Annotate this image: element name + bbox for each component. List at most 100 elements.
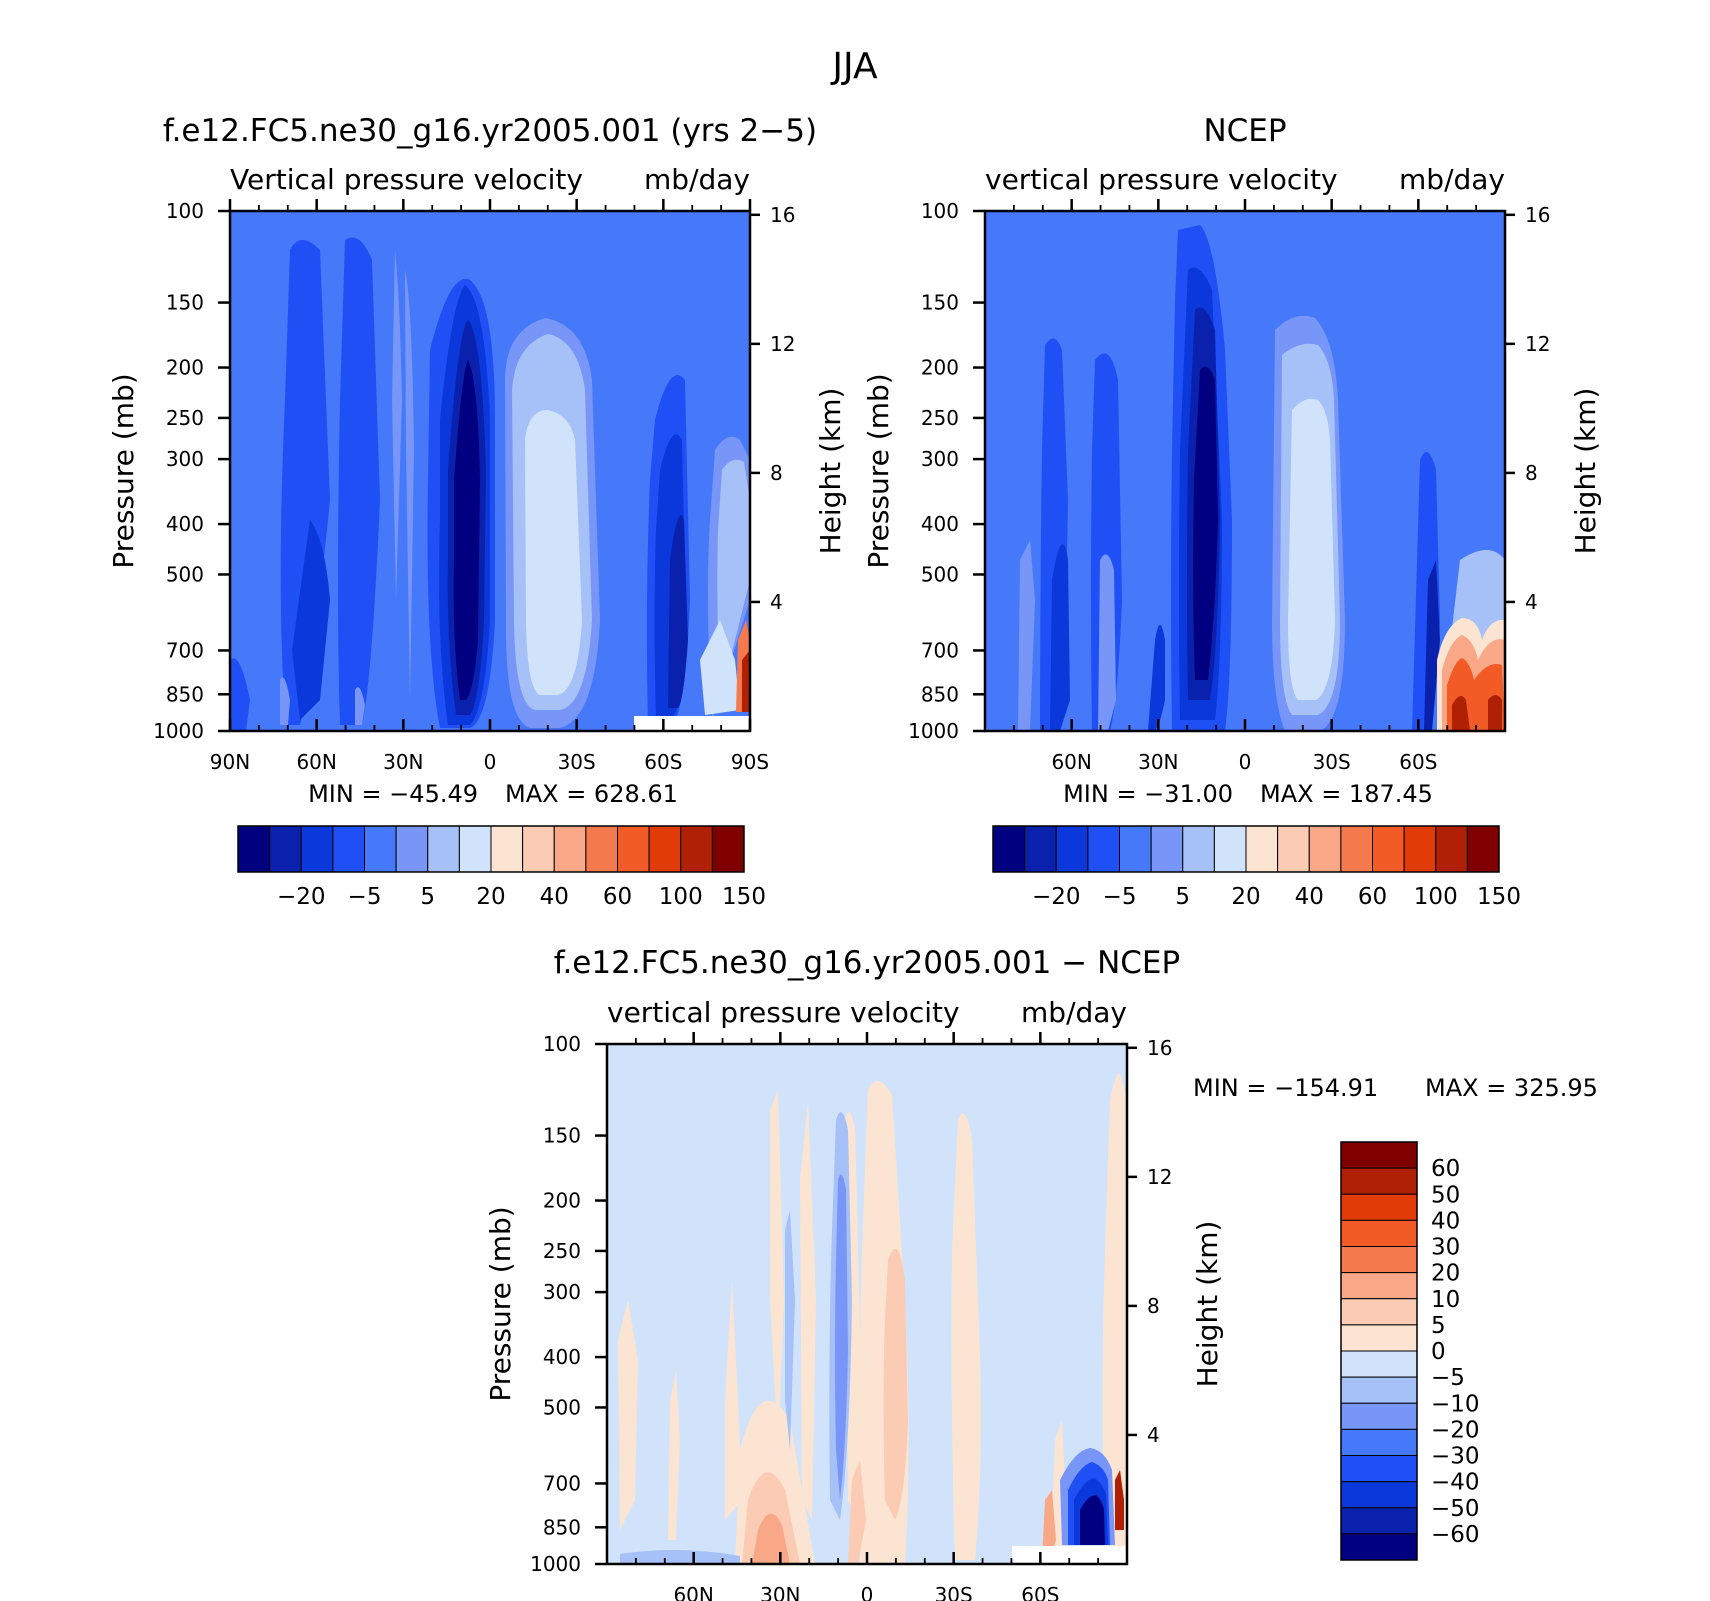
panel-ncep-y2label: Height (km) (1569, 388, 1602, 555)
contour-fill (1080, 1495, 1105, 1545)
colorbar-box (1340, 1428, 1418, 1456)
contour-fill (725, 1280, 742, 1520)
colorbar-frame (237, 825, 745, 873)
contour-fill (620, 1549, 740, 1564)
colorbar-label: 150 (722, 884, 766, 910)
colorbar-label: −10 (1431, 1391, 1480, 1417)
colorbar-box (1340, 1350, 1418, 1378)
panel-ncep-units: mb/day (1399, 163, 1505, 196)
height-tick-label: 16 (1147, 1036, 1172, 1060)
latitude-tick-label: 30S (935, 1583, 973, 1601)
colorbar-label: 60 (1431, 1156, 1460, 1182)
panel-model-axes: 100 150 200 250 300 400 500 700 850 1000 16 12 8 4 90N… (153, 199, 795, 774)
panel-diff-y2label: Height (km) (1191, 1221, 1224, 1388)
colorbar-box (300, 825, 334, 873)
colorbar-label: −5 (1431, 1365, 1465, 1391)
contour-fill (1488, 695, 1502, 731)
panel-diff-units: mb/day (1021, 996, 1127, 1029)
contour-fill (1452, 696, 1470, 731)
panel-diff-axes: 100 150 200 250 300 400 500 700 850 1000 16 12 8 4 60N… (530, 1032, 1172, 1601)
contour-fill (1148, 625, 1165, 731)
pressure-tick-label: 300 (543, 1280, 581, 1304)
colorbar-box (522, 825, 555, 873)
height-tick-label: 16 (1525, 203, 1550, 227)
panel-model-field (230, 211, 750, 731)
pressure-tick-label: 150 (543, 1124, 581, 1148)
latitude-tick-label: 60S (1021, 1583, 1059, 1601)
panel-ncep-variable: vertical pressure velocity (985, 163, 1338, 196)
contour-fill (770, 1090, 784, 1450)
pressure-tick-label: 700 (921, 638, 959, 662)
pressure-tick-label: 400 (921, 512, 959, 536)
panel-model: f.e12.FC5.ne30_g16.yr2005.001 (yrs 2−5) … (107, 113, 847, 910)
colorbar-label: −30 (1431, 1444, 1480, 1470)
colorbar-box (1245, 825, 1279, 873)
colorbar-box (1403, 825, 1437, 873)
latitude-tick-label: 90S (731, 750, 769, 774)
pressure-tick-label: 400 (166, 512, 204, 536)
panel-diff-variable: vertical pressure velocity (607, 996, 960, 1029)
latitude-tick-label: 30S (1313, 750, 1351, 774)
latitude-tick-label: 90N (210, 750, 250, 774)
colorbar-box (1087, 825, 1120, 873)
contour-fill (405, 270, 414, 700)
pressure-tick-label: 1000 (153, 719, 204, 743)
colorbar-label: 40 (540, 884, 569, 910)
contour-fill (1193, 366, 1218, 680)
pressure-tick-label: 250 (543, 1239, 581, 1263)
panel-ncep-frame (983, 209, 1507, 733)
colorbar-label: −20 (1431, 1417, 1480, 1443)
latitude-tick-label: 0 (861, 1583, 874, 1601)
contour-fill (951, 1113, 981, 1560)
contour-fill (1424, 560, 1440, 731)
pressure-tick-label: 500 (166, 562, 204, 586)
latitude-tick-label: 60N (296, 750, 336, 774)
pressure-tick-label: 100 (543, 1032, 581, 1056)
colorbar-label: 60 (1358, 884, 1387, 910)
pressure-tick-label: 850 (921, 682, 959, 706)
height-tick-label: 12 (1525, 332, 1550, 356)
colorbar-label: 10 (1431, 1287, 1460, 1313)
colorbar-box (648, 825, 682, 873)
colorbar-box (1308, 825, 1342, 873)
colorbar-box (1340, 1246, 1418, 1274)
panel-diff-field (607, 1044, 1127, 1564)
latitude-tick-label: 30N (383, 750, 423, 774)
contour-fill (1042, 1490, 1056, 1560)
height-tick-label: 8 (1147, 1294, 1160, 1318)
panel-ncep-field (985, 211, 1505, 731)
pressure-tick-label: 700 (166, 638, 204, 662)
contour-fill (292, 520, 330, 720)
latitude-tick-label: 30N (1138, 750, 1178, 774)
colorbar-box (1119, 825, 1152, 873)
colorbar-label: 40 (1295, 884, 1324, 910)
panel-diff-max: MAX = 325.95 (1425, 1074, 1598, 1102)
contour-fill (883, 1248, 908, 1520)
colorbar-box (1340, 1533, 1418, 1561)
pressure-tick-label: 300 (166, 447, 204, 471)
panel-ncep-max: MAX = 187.45 (1260, 780, 1433, 808)
pressure-tick-label: 300 (921, 447, 959, 471)
contour-fill (752, 1513, 790, 1564)
colorbar-box (1213, 825, 1247, 873)
colorbar-box (1340, 1298, 1418, 1326)
contour-fill (1098, 554, 1116, 731)
colorbar-box (395, 825, 429, 873)
colorbar-box (1340, 1402, 1418, 1430)
panel-diff-frame (605, 1042, 1129, 1566)
contour-fill (618, 1300, 638, 1530)
colorbar-box (1024, 825, 1057, 873)
colorbar-box (1340, 1324, 1418, 1352)
contour-fill (355, 687, 365, 725)
contour-fill (1050, 544, 1070, 731)
colorbar-box (237, 825, 271, 873)
colorbar-label: −5 (348, 884, 382, 910)
colorbar-label: 100 (659, 884, 703, 910)
contour-fill (280, 677, 290, 725)
contour-fill (392, 250, 402, 600)
pressure-tick-label: 1000 (908, 719, 959, 743)
colorbar-box (1340, 1141, 1418, 1169)
latitude-tick-label: 30S (558, 750, 596, 774)
colorbar-label: 40 (1431, 1208, 1460, 1234)
panel-ncep-min: MIN = −31.00 (1063, 780, 1233, 808)
